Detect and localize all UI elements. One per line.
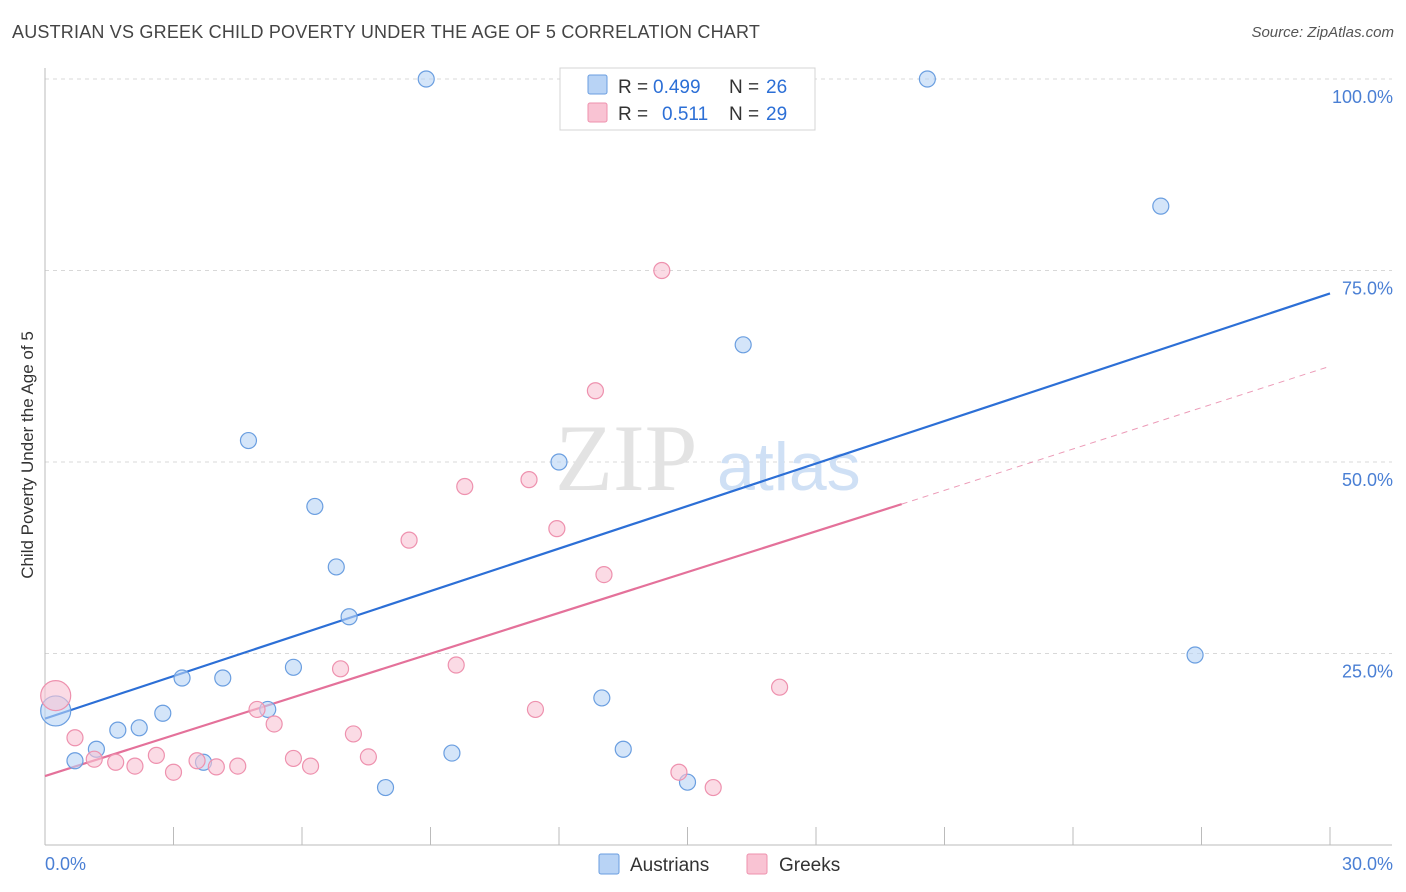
data-point-austrians — [173, 669, 191, 687]
data-point-greeks — [653, 261, 671, 280]
data-point-greeks — [400, 531, 418, 549]
data-point-austrians — [376, 778, 395, 797]
gridlines — [45, 78, 1392, 654]
data-point-greeks — [704, 778, 722, 797]
tick-labels: 25.0% 50.0% 75.0% 100.0% 0.0% 30.0% — [45, 87, 1393, 874]
data-point-greeks — [188, 752, 206, 770]
data-point-austrians — [918, 70, 936, 88]
y-axis-label: Child Poverty Under the Age of 5 — [18, 331, 37, 579]
data-point-greeks — [456, 477, 474, 496]
data-point-greeks — [526, 700, 545, 719]
legend-swatch-greeks — [587, 102, 608, 123]
data-point-austrians — [214, 669, 232, 687]
trend-line-austrians — [44, 292, 1331, 720]
data-point-greeks — [229, 757, 247, 775]
legend-r-value-austrians: 0.499 — [653, 77, 701, 98]
data-point-greeks — [586, 382, 605, 400]
data-point-greeks — [107, 753, 125, 771]
source-credit: Source: ZipAtlas.com — [1251, 24, 1394, 41]
y-tick-label: 50.0% — [1342, 470, 1393, 490]
data-point-greeks — [447, 656, 465, 674]
x-tick-label: 0.0% — [45, 854, 86, 874]
data-point-austrians — [306, 497, 324, 516]
data-point-greeks — [548, 520, 566, 538]
series-legend-swatch-greeks — [746, 853, 768, 875]
data-point-austrians — [593, 689, 611, 707]
y-tick-label: 75.0% — [1342, 279, 1393, 299]
data-point-greeks — [595, 566, 613, 584]
data-point-austrians — [734, 336, 752, 354]
series-legend-austrians: Austrians — [630, 855, 709, 876]
watermark-atlas: atlas — [717, 429, 861, 505]
data-point-greeks — [164, 763, 183, 781]
data-point-austrians — [66, 752, 84, 770]
correlation-legend: R = 0.499 N = 26 R = 0.511 N = 29 — [559, 67, 816, 131]
y-tick-label: 100.0% — [1332, 87, 1393, 107]
legend-n-label: N = — [729, 104, 759, 125]
data-point-austrians — [154, 704, 172, 722]
series-legend-swatch-austrians — [598, 853, 620, 875]
data-point-greeks — [40, 680, 72, 712]
data-point-greeks — [248, 700, 266, 719]
data-point-austrians — [130, 719, 148, 737]
trend-line-greeks — [44, 503, 902, 778]
data-point-austrians — [327, 558, 345, 576]
data-point-greeks — [770, 678, 789, 696]
data-point-austrians — [109, 721, 127, 739]
legend-r-value-greeks: 0.511 — [662, 104, 708, 125]
legend-n-value-greeks: 29 — [766, 104, 787, 125]
data-point-greeks — [520, 471, 538, 489]
data-point-greeks — [85, 750, 103, 768]
trend-extension-greeks — [901, 365, 1331, 505]
data-point-austrians — [1152, 197, 1170, 215]
data-point-austrians — [417, 70, 435, 88]
data-point-austrians — [550, 453, 568, 471]
data-point-austrians — [284, 658, 303, 676]
series-legend-greeks: Greeks — [779, 855, 840, 876]
trend-lines — [44, 292, 1331, 778]
legend-n-value-austrians: 26 — [766, 77, 787, 98]
watermark: ZIP atlas — [555, 405, 861, 511]
legend-r-label: R = — [618, 77, 648, 98]
data-point-austrians — [340, 608, 358, 626]
data-point-greeks — [301, 757, 320, 775]
data-point-austrians — [239, 431, 258, 450]
data-point-greeks — [207, 758, 225, 776]
data-point-greeks — [670, 763, 688, 781]
data-point-austrians — [614, 740, 632, 758]
data-point-greeks — [147, 746, 165, 764]
data-point-greeks — [359, 748, 377, 766]
data-point-greeks — [66, 729, 84, 747]
data-points — [40, 70, 1204, 797]
chart-title: AUSTRIAN VS GREEK CHILD POVERTY UNDER TH… — [12, 22, 761, 42]
legend-n-label: N = — [729, 77, 759, 98]
watermark-zip: ZIP — [555, 405, 698, 511]
legend-swatch-austrians — [587, 74, 608, 95]
data-point-greeks — [126, 757, 144, 775]
series-legend: Austrians Greeks — [598, 853, 840, 876]
data-point-greeks — [265, 715, 283, 733]
data-point-austrians — [443, 744, 461, 762]
data-point-austrians — [1186, 646, 1204, 664]
data-point-greeks — [331, 660, 350, 678]
data-point-greeks — [284, 749, 303, 768]
data-point-greeks — [344, 725, 362, 743]
legend-r-label: R = — [618, 104, 648, 125]
y-tick-label: 25.0% — [1342, 662, 1393, 682]
x-tick-label: 30.0% — [1342, 854, 1393, 874]
